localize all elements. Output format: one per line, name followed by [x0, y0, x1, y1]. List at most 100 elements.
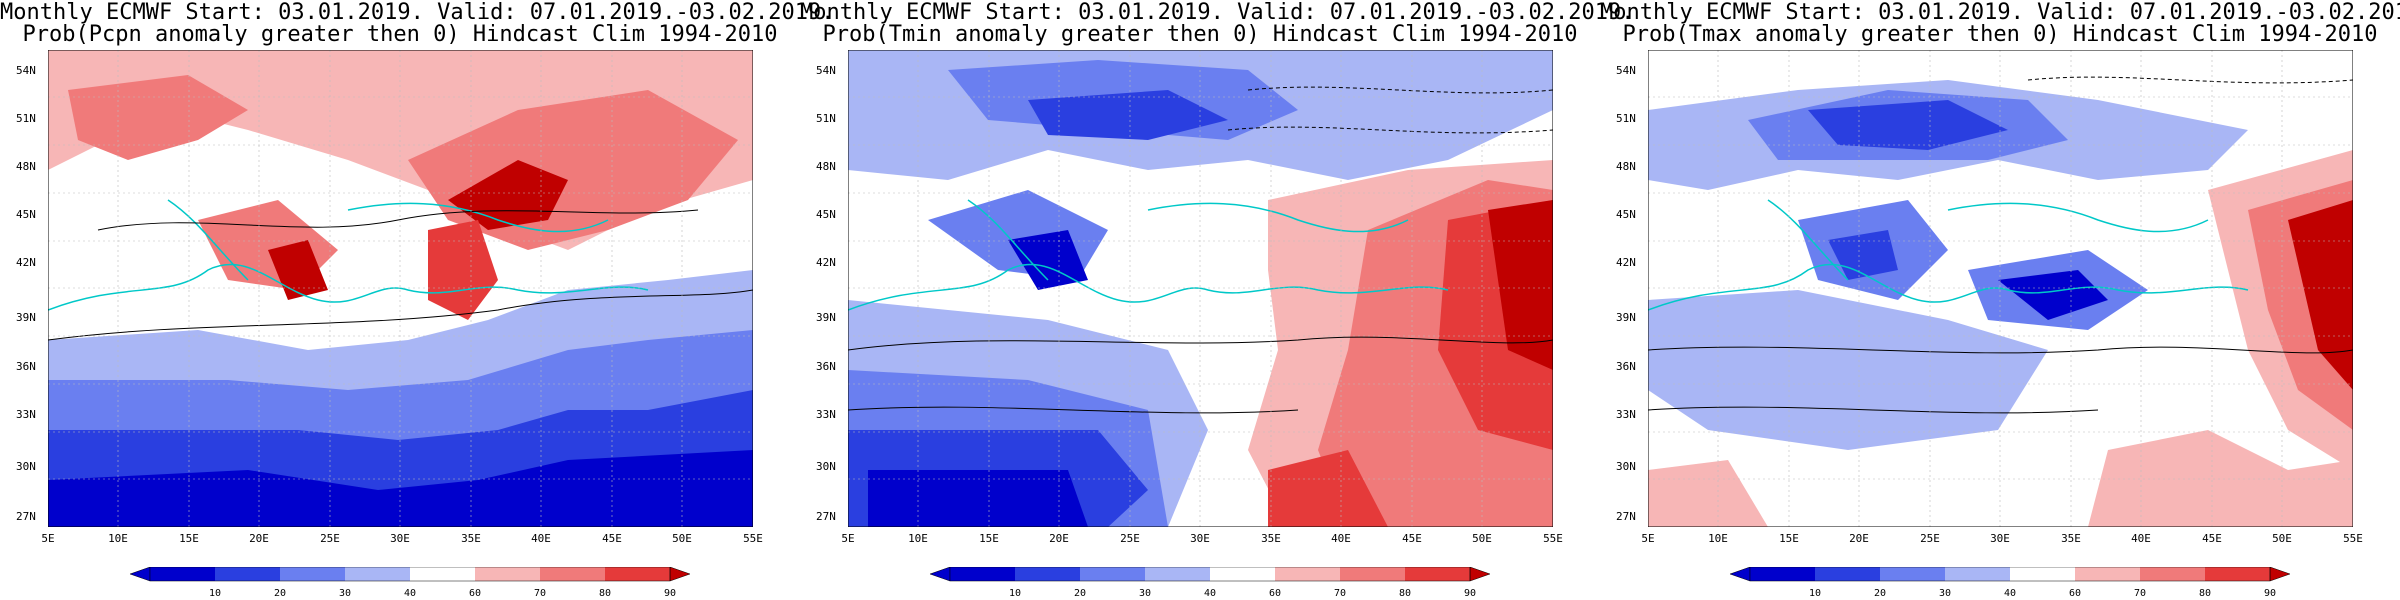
colorbar-label: 40	[403, 588, 417, 599]
colorbar-label: 20	[1873, 588, 1887, 599]
lon-label: 20E	[1049, 532, 1069, 545]
lat-label: 33N	[16, 408, 36, 421]
colorbar-label: 10	[1008, 588, 1022, 599]
colorbar-label: 70	[533, 588, 547, 599]
lon-label: 45E	[1402, 532, 1422, 545]
lat-label: 48N	[16, 160, 36, 173]
lon-label: 30E	[1190, 532, 1210, 545]
lon-label: 20E	[1849, 532, 1869, 545]
panel-title-line1: Monthly ECMWF Start: 03.01.2019. Valid: …	[0, 0, 835, 25]
colorbar-label: 80	[1398, 588, 1412, 599]
colorbar-label: 10	[1808, 588, 1822, 599]
panel-title-line2: Prob(Tmin anomaly greater then 0) Hindca…	[822, 22, 1578, 47]
probability-map	[1648, 50, 2353, 527]
lat-label: 36N	[16, 360, 36, 373]
lon-label: 30E	[390, 532, 410, 545]
colorbar-label: 80	[2198, 588, 2212, 599]
lat-label: 51N	[1616, 112, 1636, 125]
colorbar-label: 20	[273, 588, 287, 599]
lon-label: 50E	[2272, 532, 2292, 545]
lat-label: 45N	[816, 208, 836, 221]
lon-label: 30E	[1990, 532, 2010, 545]
probability-map	[48, 50, 753, 527]
lon-label: 5E	[1641, 532, 1655, 545]
lon-label: 25E	[320, 532, 340, 545]
lon-label: 50E	[672, 532, 692, 545]
lat-label: 48N	[1616, 160, 1636, 173]
colorbar-label: 30	[1938, 588, 1952, 599]
lat-label: 42N	[816, 256, 836, 269]
colorbar-label: 40	[2003, 588, 2017, 599]
lat-label: 27N	[16, 510, 36, 523]
lat-label: 54N	[816, 64, 836, 77]
colorbar-label: 60	[1268, 588, 1282, 599]
panel-tmin: Monthly ECMWF Start: 03.01.2019. Valid: …	[800, 0, 1635, 600]
colorbar-label: 90	[663, 588, 677, 599]
lon-label: 35E	[461, 532, 481, 545]
panel-title-line2: Prob(Pcpn anomaly greater then 0) Hindca…	[22, 22, 778, 47]
lon-label: 15E	[179, 532, 199, 545]
lon-label: 45E	[2202, 532, 2222, 545]
lon-label: 5E	[841, 532, 855, 545]
lon-label: 10E	[908, 532, 928, 545]
lat-label: 42N	[16, 256, 36, 269]
colorbar-label: 90	[2263, 588, 2277, 599]
lat-label: 27N	[1616, 510, 1636, 523]
colorbar	[130, 567, 690, 582]
lon-label: 25E	[1920, 532, 1940, 545]
colorbar-label: 70	[1333, 588, 1347, 599]
lon-label: 5E	[41, 532, 55, 545]
colorbar-label: 60	[468, 588, 482, 599]
lon-label: 40E	[2131, 532, 2151, 545]
lat-label: 51N	[16, 112, 36, 125]
panel-pcpn: Monthly ECMWF Start: 03.01.2019. Valid: …	[0, 0, 835, 600]
lat-label: 48N	[816, 160, 836, 173]
lat-label: 45N	[16, 208, 36, 221]
panel-title-line1: Monthly ECMWF Start: 03.01.2019. Valid: …	[800, 0, 1635, 25]
lat-label: 33N	[1616, 408, 1636, 421]
lat-label: 39N	[816, 311, 836, 324]
lat-label: 54N	[16, 64, 36, 77]
lat-label: 30N	[1616, 460, 1636, 473]
lat-label: 30N	[816, 460, 836, 473]
panel-tmax: Monthly ECMWF Start: 03.01.2019. Valid: …	[1600, 0, 2400, 600]
colorbar-label: 30	[338, 588, 352, 599]
lat-label: 30N	[16, 460, 36, 473]
lat-label: 54N	[1616, 64, 1636, 77]
lon-label: 55E	[743, 532, 763, 545]
lon-label: 10E	[108, 532, 128, 545]
panel-title-line2: Prob(Tmax anomaly greater then 0) Hindca…	[1622, 22, 2378, 47]
lat-label: 45N	[1616, 208, 1636, 221]
colorbar-label: 70	[2133, 588, 2147, 599]
lon-label: 50E	[1472, 532, 1492, 545]
colorbar-label: 40	[1203, 588, 1217, 599]
lat-label: 36N	[1616, 360, 1636, 373]
lon-label: 55E	[1543, 532, 1563, 545]
lat-label: 39N	[16, 311, 36, 324]
colorbar-label: 20	[1073, 588, 1087, 599]
lon-label: 35E	[2061, 532, 2081, 545]
lon-label: 25E	[1120, 532, 1140, 545]
lon-label: 20E	[249, 532, 269, 545]
lon-label: 15E	[1779, 532, 1799, 545]
colorbar-label: 90	[1463, 588, 1477, 599]
lon-label: 40E	[1331, 532, 1351, 545]
probability-map	[848, 50, 1553, 527]
colorbar	[1730, 567, 2290, 582]
lat-label: 42N	[1616, 256, 1636, 269]
lon-label: 40E	[531, 532, 551, 545]
colorbar-label: 10	[208, 588, 222, 599]
colorbar	[930, 567, 1490, 582]
colorbar-label: 60	[2068, 588, 2082, 599]
lat-label: 39N	[1616, 311, 1636, 324]
lon-label: 45E	[602, 532, 622, 545]
colorbar-label: 30	[1138, 588, 1152, 599]
lat-label: 33N	[816, 408, 836, 421]
lon-label: 55E	[2343, 532, 2363, 545]
lon-label: 15E	[979, 532, 999, 545]
lat-label: 36N	[816, 360, 836, 373]
lat-label: 27N	[816, 510, 836, 523]
lon-label: 35E	[1261, 532, 1281, 545]
panel-title-line1: Monthly ECMWF Start: 03.01.2019. Valid: …	[1600, 0, 2400, 25]
lon-label: 10E	[1708, 532, 1728, 545]
